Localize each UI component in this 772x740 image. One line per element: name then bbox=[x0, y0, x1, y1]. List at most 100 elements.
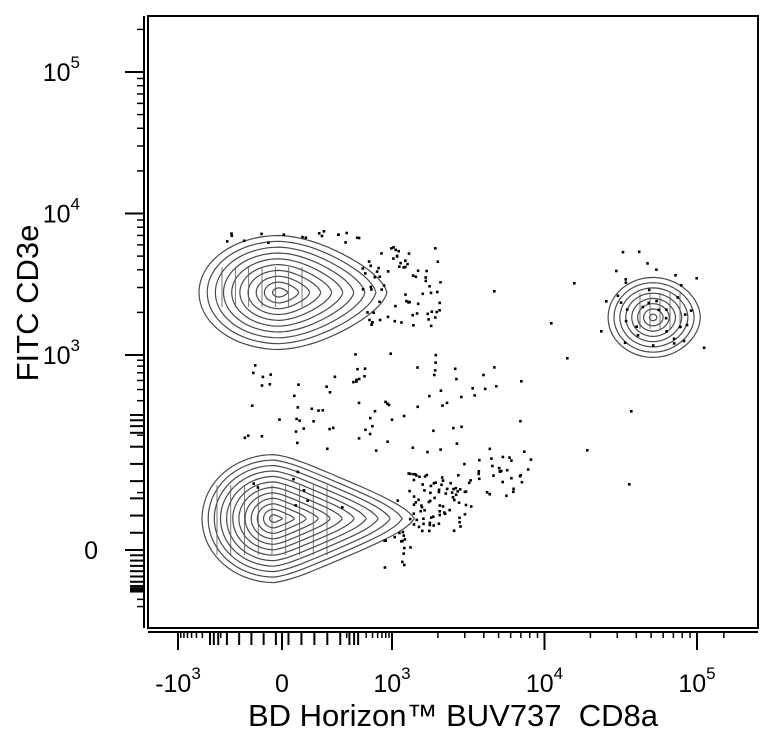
event-dot bbox=[364, 272, 367, 275]
event-dot bbox=[646, 262, 649, 265]
event-dot bbox=[378, 318, 382, 322]
event-dot bbox=[427, 318, 430, 321]
event-dot bbox=[429, 491, 432, 495]
event-dot bbox=[441, 505, 445, 508]
cd3-positive-population-contour bbox=[222, 252, 355, 333]
event-dot bbox=[493, 290, 496, 293]
event-dot bbox=[434, 353, 438, 357]
event-dot bbox=[409, 472, 412, 476]
event-dot bbox=[463, 462, 466, 466]
event-dot bbox=[523, 450, 526, 453]
event-dot bbox=[380, 288, 383, 291]
event-dot bbox=[304, 236, 308, 239]
event-dot bbox=[411, 274, 415, 277]
event-dot bbox=[436, 260, 440, 263]
event-dot bbox=[573, 282, 576, 285]
event-dot bbox=[383, 566, 387, 569]
event-dot bbox=[682, 339, 686, 343]
event-dot bbox=[407, 472, 410, 475]
x-tick-label: 105 bbox=[678, 664, 715, 698]
event-dot bbox=[320, 234, 324, 238]
event-dot bbox=[331, 426, 335, 430]
event-dot bbox=[434, 481, 437, 484]
event-dot bbox=[512, 487, 515, 491]
event-dot bbox=[477, 472, 480, 476]
x-tick-label: 0 bbox=[275, 670, 289, 698]
y-tick-label: 103 bbox=[43, 336, 80, 370]
event-dot bbox=[497, 466, 501, 470]
cd3-positive-population-contour bbox=[231, 258, 344, 327]
event-dot bbox=[401, 560, 404, 564]
event-dot bbox=[636, 334, 640, 337]
cd8-positive-population-contour bbox=[631, 297, 677, 338]
event-dot bbox=[434, 316, 437, 319]
event-dot bbox=[416, 269, 420, 273]
event-dot bbox=[415, 312, 419, 315]
x-tick-label: 103 bbox=[373, 664, 410, 698]
event-dot bbox=[434, 247, 437, 250]
event-dot bbox=[396, 499, 400, 502]
event-dot bbox=[434, 361, 437, 364]
event-dot bbox=[394, 248, 397, 252]
event-dot bbox=[453, 498, 456, 502]
event-dot bbox=[469, 505, 473, 508]
event-dot bbox=[278, 418, 281, 421]
event-dot bbox=[437, 488, 441, 492]
x-tick-label: 104 bbox=[526, 664, 563, 698]
event-dot bbox=[478, 477, 481, 481]
event-dot bbox=[424, 279, 428, 283]
event-dot bbox=[296, 470, 300, 474]
event-dot bbox=[326, 447, 329, 451]
event-dot bbox=[373, 409, 377, 413]
y-tick-label: 0 bbox=[84, 537, 98, 565]
event-dot bbox=[672, 342, 676, 345]
event-dot bbox=[438, 510, 441, 513]
event-dot bbox=[407, 301, 411, 304]
event-dot bbox=[460, 395, 463, 399]
event-dot bbox=[685, 323, 689, 327]
cd8-positive-population-contour bbox=[625, 292, 683, 343]
event-dot bbox=[437, 490, 441, 494]
cd3-positive-population-contour bbox=[272, 287, 289, 298]
event-dot bbox=[460, 425, 463, 429]
event-dot bbox=[635, 325, 638, 328]
event-dot bbox=[600, 330, 603, 333]
event-dot bbox=[478, 458, 481, 462]
event-dot bbox=[261, 375, 265, 379]
event-dot bbox=[386, 315, 390, 319]
event-dot bbox=[406, 262, 409, 266]
event-dot bbox=[252, 371, 255, 375]
event-dot bbox=[412, 512, 416, 515]
event-dot bbox=[269, 373, 272, 376]
event-dot bbox=[625, 308, 629, 311]
event-dot bbox=[444, 492, 448, 495]
event-dot bbox=[403, 563, 406, 567]
event-dot bbox=[630, 410, 633, 413]
event-dot bbox=[398, 531, 401, 535]
event-dot bbox=[436, 290, 439, 294]
event-dot bbox=[458, 520, 461, 524]
cd3-positive-population-contour bbox=[247, 269, 322, 316]
event-dot bbox=[429, 324, 433, 328]
event-dot bbox=[296, 406, 300, 409]
event-dot bbox=[435, 310, 438, 314]
event-dot bbox=[409, 546, 412, 549]
event-dot bbox=[438, 504, 442, 507]
event-dot bbox=[243, 436, 247, 440]
event-dot bbox=[405, 299, 408, 303]
event-dot bbox=[621, 250, 625, 254]
event-dot bbox=[510, 476, 513, 480]
event-dot bbox=[402, 266, 405, 269]
event-dot bbox=[512, 490, 515, 494]
y-tick-label: 104 bbox=[43, 195, 80, 229]
event-dot bbox=[404, 265, 407, 269]
event-dot bbox=[665, 308, 668, 311]
cd3-positive-population-contour bbox=[214, 246, 366, 339]
cd8-positive-population-contour bbox=[619, 287, 689, 348]
event-dot bbox=[357, 236, 361, 240]
event-dot bbox=[412, 478, 416, 482]
event-dot bbox=[419, 509, 422, 513]
event-dot bbox=[372, 311, 375, 314]
event-dot bbox=[386, 440, 389, 443]
event-dot bbox=[310, 407, 314, 411]
